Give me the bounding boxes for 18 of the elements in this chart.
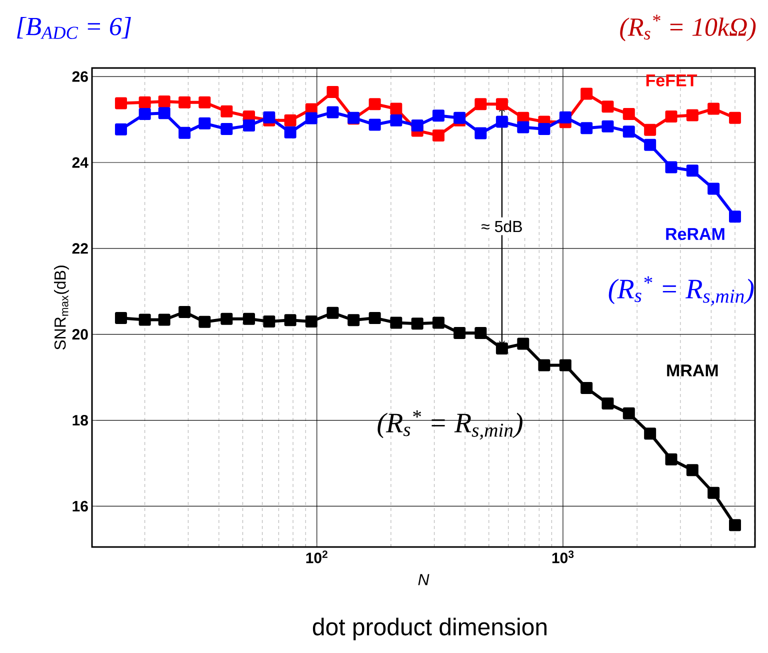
series-label: FeFET bbox=[646, 74, 698, 86]
y-tick-label: 18 bbox=[72, 414, 88, 426]
y-tick-label: 24 bbox=[72, 157, 88, 168]
text: [B$_{ADC}$ = 6] bbox=[17, 17, 131, 39]
text: (R$_{s}$$^{*}$ = 10kΩ) bbox=[620, 14, 756, 42]
annotation: (R$_{s}$$^{*}$ = R$_{s,min}$) bbox=[608, 276, 754, 306]
y-tick-label: 22 bbox=[72, 243, 88, 254]
y-tick-label: 16 bbox=[72, 500, 88, 512]
x-axis-title: N bbox=[418, 574, 430, 586]
y-tick-label: 20 bbox=[72, 329, 88, 340]
annotation: ≈ 5dB bbox=[482, 220, 522, 232]
y-tick-label: 26 bbox=[72, 71, 88, 82]
x-tick-label: 10$^{3}$ bbox=[552, 550, 574, 564]
text: dot product dimension bbox=[312, 618, 546, 640]
x-tick-label: 10$^{2}$ bbox=[306, 550, 328, 564]
y-axis-title: SNR$_{max}$(dB) bbox=[54, 266, 69, 350]
series-label: ReRAM bbox=[666, 228, 724, 240]
text: MRAM bbox=[667, 364, 718, 376]
